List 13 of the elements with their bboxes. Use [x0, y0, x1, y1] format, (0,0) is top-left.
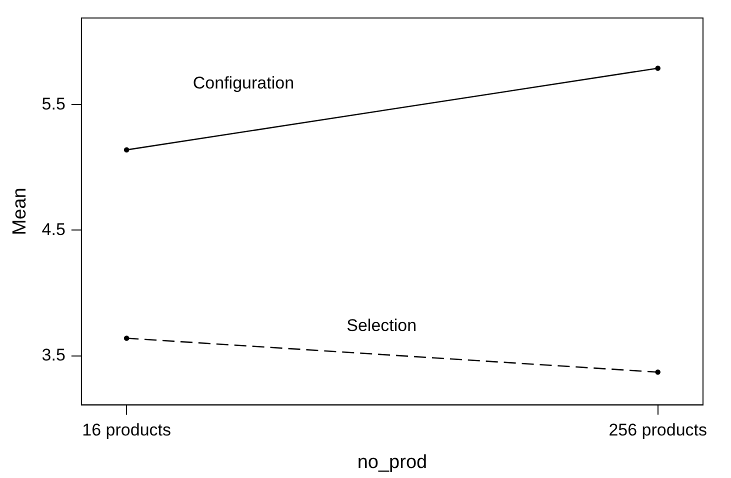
series-label: Configuration	[192, 74, 294, 93]
series-label: Selection	[346, 316, 417, 336]
y-tick-label: 5.5	[42, 94, 66, 114]
point	[655, 66, 660, 71]
point	[124, 336, 130, 341]
y-tick-label: 3.5	[42, 346, 66, 365]
point	[655, 370, 660, 375]
y-tick-label: 4.5	[42, 220, 66, 239]
x-tick-label: 256 products	[608, 420, 707, 440]
x-tick-label: 16 products	[82, 420, 172, 440]
x-axis-title: no_prod	[357, 452, 428, 473]
y-axis-title: Mean	[10, 188, 31, 236]
point	[124, 147, 130, 153]
